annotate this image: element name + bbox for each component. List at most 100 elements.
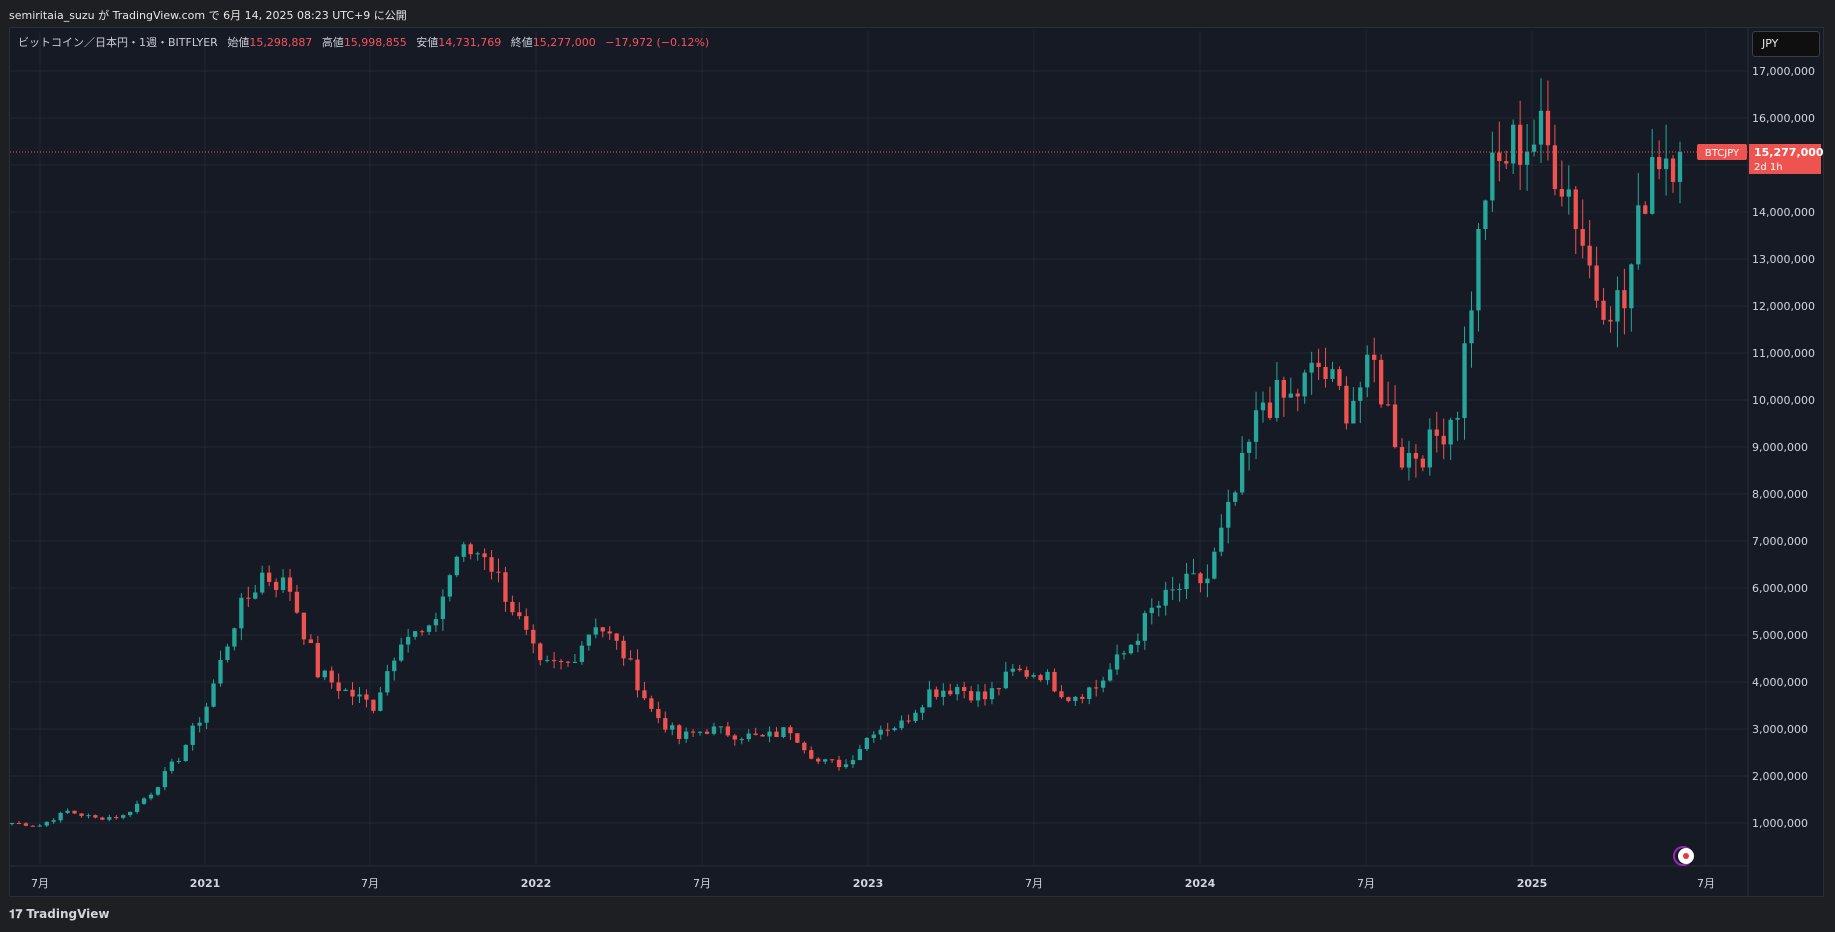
candle-body	[1038, 675, 1043, 681]
candle-body	[419, 631, 425, 633]
candle-body	[607, 631, 612, 634]
y-tick-label: 2,000,000	[1752, 770, 1808, 783]
candle-body	[1052, 671, 1057, 692]
x-tick-label: 7月	[31, 877, 49, 890]
y-tick-label: 7,000,000	[1752, 535, 1808, 548]
symbol-title[interactable]: ビットコイン／日本円・1週・BITFLYER	[18, 36, 218, 49]
x-tick-label: 7月	[693, 877, 711, 890]
candle-body	[635, 659, 640, 691]
countdown-label: 2d 1h	[1754, 162, 1783, 173]
candle-body	[183, 744, 188, 762]
candle-body	[433, 619, 439, 626]
y-tick-label: 9,000,000	[1752, 441, 1808, 454]
candle-body	[857, 749, 863, 761]
candle-body	[1212, 551, 1217, 579]
candle-body	[1177, 589, 1182, 591]
candle-body	[1351, 400, 1356, 424]
y-tick-label: 12,000,000	[1752, 300, 1815, 313]
candle-body	[1372, 354, 1377, 360]
candle-body	[1670, 158, 1676, 182]
low-value: 14,731,769	[438, 36, 502, 49]
y-tick-label: 1,000,000	[1752, 817, 1808, 830]
candle-body	[30, 825, 36, 827]
candle-body	[524, 616, 529, 630]
candle-body	[579, 645, 585, 662]
candle-body	[1323, 366, 1328, 379]
candle-body	[1420, 458, 1426, 468]
candle-body	[371, 699, 376, 711]
candle-body	[1017, 668, 1022, 671]
high-label: 高値	[321, 36, 344, 49]
candle-body	[1344, 385, 1349, 424]
symbol-tag-label: BTCJPY	[1705, 148, 1740, 159]
candle-body	[1538, 110, 1544, 145]
candle-body	[412, 631, 418, 637]
candle-body	[1100, 680, 1106, 688]
candle-body	[920, 707, 925, 713]
candle-body	[72, 810, 77, 814]
candle-body	[1128, 644, 1134, 654]
candle-body	[572, 661, 578, 663]
symbol-tag	[1697, 143, 1747, 160]
candle-body	[336, 682, 341, 692]
open-value: 15,298,887	[249, 36, 313, 49]
open-label: 始値	[227, 36, 250, 49]
candle-body	[690, 731, 696, 733]
candle-body	[1087, 687, 1092, 699]
candle-body	[941, 690, 946, 697]
candle-body	[1121, 653, 1127, 655]
top-bar: semiritaia_suzu が TradingView.com で 6月 1…	[0, 0, 1835, 27]
candle-body	[58, 812, 63, 821]
candle-body	[23, 823, 29, 826]
candle-body	[1031, 675, 1036, 677]
candle-body	[1434, 429, 1439, 436]
currency-button[interactable]: JPY	[1752, 31, 1820, 57]
candle-body	[378, 692, 383, 711]
y-tick-label: 14,000,000	[1752, 206, 1815, 219]
candle-body	[1253, 410, 1259, 442]
candle-body	[1566, 189, 1571, 197]
candle-body	[1114, 654, 1120, 670]
candle-body	[718, 726, 724, 728]
candle-body	[1622, 290, 1627, 309]
candle-body	[600, 627, 605, 632]
candle-body	[558, 660, 564, 662]
y-tick-label: 11,000,000	[1752, 347, 1815, 360]
price-tag-value: 15,277,000	[1754, 146, 1824, 159]
candle-body	[121, 815, 126, 818]
candle-body	[1406, 453, 1412, 468]
candle-body	[551, 660, 557, 662]
candle-body	[1580, 229, 1585, 246]
tradingview-logo-icon: 𝟏𝟕	[9, 907, 23, 921]
candle-body	[1483, 200, 1488, 230]
candle-body	[1587, 245, 1592, 266]
x-tick-label: 7月	[1697, 877, 1715, 890]
event-marker-dot	[1683, 853, 1689, 859]
candle-body	[760, 734, 765, 737]
candle-body	[1094, 687, 1099, 689]
candle-body	[621, 640, 626, 659]
candle-body	[517, 612, 522, 617]
candle-body	[1545, 110, 1551, 146]
candle-body	[266, 572, 272, 582]
tradingview-logo[interactable]: 𝟏𝟕 TradingView	[9, 907, 110, 922]
close-value: 15,277,000	[532, 36, 596, 49]
candle-body	[850, 760, 856, 765]
publish-info: semiritaia_suzu が TradingView.com で 6月 1…	[9, 9, 407, 22]
candle-body	[461, 544, 466, 557]
y-tick-label: 13,000,000	[1752, 253, 1815, 266]
candle-body	[197, 722, 202, 726]
change-value: −17,972 (−0.12%)	[605, 36, 710, 49]
candle-body	[927, 689, 932, 708]
chart-area[interactable]	[9, 27, 1824, 897]
candle-body	[871, 734, 876, 738]
candle-body	[1309, 362, 1314, 373]
candle-body	[260, 572, 265, 593]
candle-body	[1184, 573, 1189, 590]
candle-body	[649, 698, 654, 709]
candle-body	[399, 644, 404, 661]
candle-body	[1524, 151, 1530, 165]
candle-body	[1142, 613, 1148, 641]
candle-body	[975, 691, 981, 701]
